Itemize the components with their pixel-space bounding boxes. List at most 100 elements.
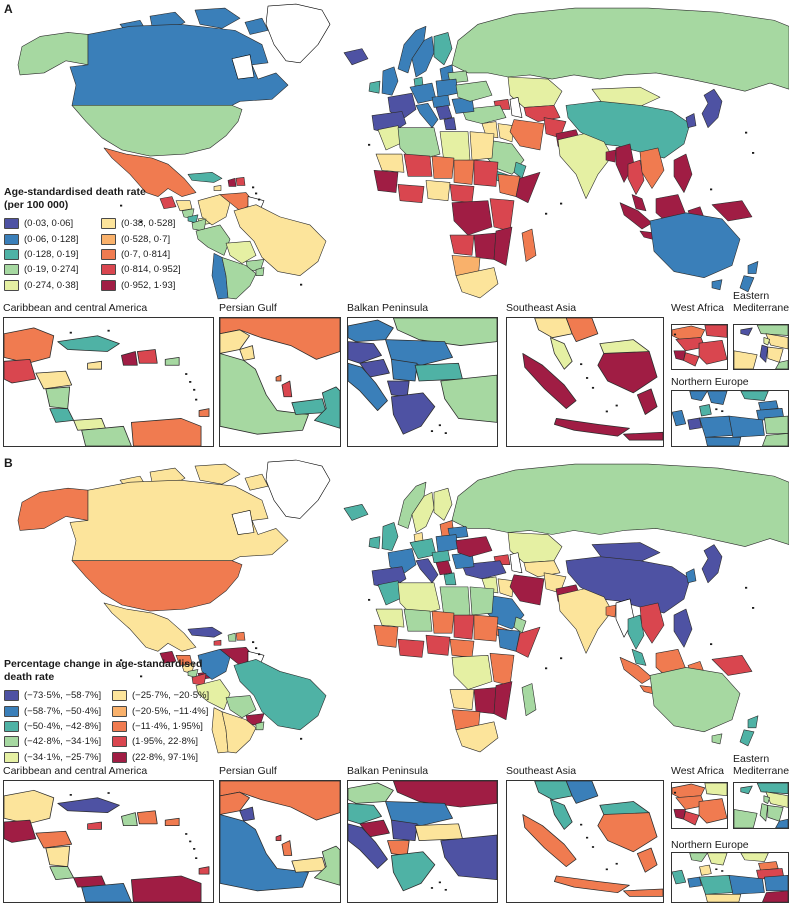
legend-a-label-5: (0·274, 0·38]	[24, 279, 79, 291]
region-iraq	[497, 123, 515, 143]
region-honduras	[175, 655, 193, 666]
legend-b-label-2: (−58·7%, −50·4%]	[24, 705, 102, 717]
island-speck-2	[580, 823, 583, 826]
region-mali	[704, 325, 727, 338]
legend-a-swatch-4	[4, 264, 19, 276]
island-speck-3	[120, 659, 123, 662]
region-caspian	[509, 96, 523, 118]
region-nigeria	[425, 634, 451, 656]
region-saudi	[220, 353, 309, 435]
region-hungary	[348, 319, 394, 343]
island-speck-10	[300, 283, 303, 286]
legend-a-label-6: (0·38, 0·528]	[121, 218, 176, 230]
inset-map-persian-gulf-a-svg	[220, 318, 340, 435]
region-cuba	[187, 626, 223, 638]
legend-b-item-6: (−25·7%, −20·5%]	[112, 688, 209, 703]
region-southafrica	[455, 721, 499, 753]
region-png	[711, 200, 753, 222]
island-speck-2	[444, 432, 447, 434]
region-turkey	[756, 783, 788, 795]
region-senegal_guinea	[373, 624, 399, 648]
legend-b-item-1: (−73·5%, −58·7%]	[4, 688, 112, 703]
region-mexico	[103, 147, 197, 197]
legend-a-swatch-10	[101, 279, 116, 291]
legend-b-swatch-4	[4, 736, 19, 748]
region-sweden	[707, 853, 728, 866]
region-mauritania	[375, 608, 405, 628]
region-jamaica	[213, 185, 222, 191]
legend-b-swatch-3	[4, 720, 19, 732]
world-map-b-svg	[17, 459, 789, 754]
region-philippines	[673, 153, 693, 193]
region-peru	[195, 224, 231, 256]
legend-b-label-3: (−50·4%, −42·8%]	[24, 720, 102, 732]
region-norway	[689, 391, 708, 401]
region-venezuela	[130, 418, 202, 446]
legend-b-swatch-9	[112, 736, 127, 748]
inset-map-balkan-b-svg	[348, 781, 497, 892]
inset-map-northern-europe-a	[671, 390, 789, 447]
region-nz2	[739, 275, 755, 293]
region-serbia	[391, 358, 418, 382]
region-uruguay	[255, 721, 265, 731]
island-speck-3	[195, 398, 198, 401]
region-belarus	[764, 875, 788, 892]
region-bulgaria	[414, 362, 463, 382]
region-greenland	[265, 3, 331, 64]
region-kuwait	[239, 345, 255, 361]
island-speck-0	[252, 641, 255, 644]
inset-map-west-africa-a	[671, 324, 728, 370]
region-haiti	[227, 632, 237, 642]
region-cameroon	[449, 638, 475, 658]
inset-title-east-med-line1-a: Eastern	[733, 290, 770, 302]
inset-title-balkan-a: Balkan Peninsula	[347, 302, 429, 314]
legend-a-label-1: (0·03, 0·06]	[24, 218, 74, 230]
island-speck-6	[560, 202, 563, 205]
region-angola	[449, 689, 475, 710]
island-speck-2	[444, 888, 447, 891]
region-uk	[672, 869, 687, 885]
region-sumatra	[522, 814, 577, 868]
inset-title-northern-europe-b: Northern Europe	[671, 839, 749, 851]
region-honduras	[35, 830, 73, 849]
region-greece	[443, 117, 457, 131]
region-japan	[701, 88, 723, 128]
region-hungary	[348, 782, 394, 804]
legend-a-item-9: (0·814, 0·952]	[101, 262, 181, 277]
region-haiti	[121, 812, 138, 827]
legend-b-label-1: (−73·5%, −58·7%]	[24, 690, 102, 702]
region-bangladesh	[605, 149, 617, 163]
legend-b-swatch-2	[4, 705, 19, 717]
region-kalimantan	[597, 351, 658, 394]
world-map-b	[0, 458, 789, 756]
legend-b-items: (−73·5%, −58·7%] (−58·7%, −50·4%] (−50·4…	[4, 688, 209, 765]
region-denmark	[699, 864, 712, 876]
world-map-a	[0, 2, 789, 302]
region-greece	[443, 572, 457, 586]
region-mali	[704, 783, 727, 797]
region-iraq	[220, 329, 250, 354]
inset-map-southeast-asia-a-svg	[522, 318, 663, 441]
region-peru	[195, 679, 231, 710]
island-speck-4	[605, 868, 608, 871]
region-jordan	[767, 805, 784, 822]
region-finland	[740, 853, 769, 862]
island-speck-5	[69, 794, 72, 796]
region-india	[557, 588, 613, 654]
region-ukraine	[455, 80, 493, 102]
region-argentina	[221, 257, 257, 300]
region-guatemala	[4, 819, 37, 843]
island-speck-4	[140, 220, 143, 223]
region-chad	[453, 159, 475, 185]
legend-a-label-2: (0·06, 0·128]	[24, 233, 79, 245]
region-malay	[550, 799, 573, 830]
region-niger	[431, 610, 455, 634]
region-australia	[649, 667, 741, 733]
inset-map-persian-gulf-b	[219, 780, 341, 903]
legend-a-swatch-7	[101, 233, 116, 245]
region-kuwait	[239, 806, 255, 822]
region-nz2	[739, 729, 755, 747]
region-eastafrica	[489, 198, 515, 232]
legend-a-label-4: (0·19, 0·274]	[24, 264, 79, 276]
region-sulawesi	[636, 847, 658, 873]
